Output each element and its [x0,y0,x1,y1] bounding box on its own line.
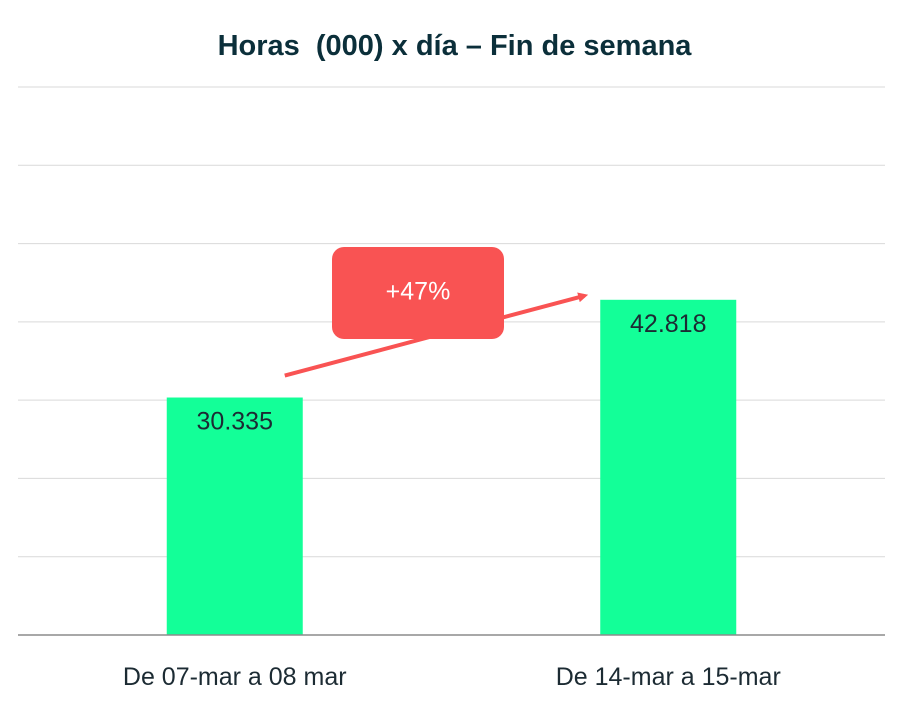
bar [166,397,303,635]
data-label: 30.335 [197,408,273,436]
growth-annotation: +47% [284,247,589,378]
category-labels: De 07-mar a 08 mar De 14-mar a 15-mar [123,663,781,691]
data-label: 42.818 [630,310,706,338]
category-label: De 14-mar a 15-mar [556,663,781,691]
bars: 30.335 42.818 [166,299,737,635]
category-label: De 07-mar a 08 mar [123,663,347,691]
bar [600,299,737,635]
growth-badge [332,247,504,339]
chart-title: Horas (000) x día – Fin de semana [217,30,692,62]
growth-label: +47% [386,278,451,306]
